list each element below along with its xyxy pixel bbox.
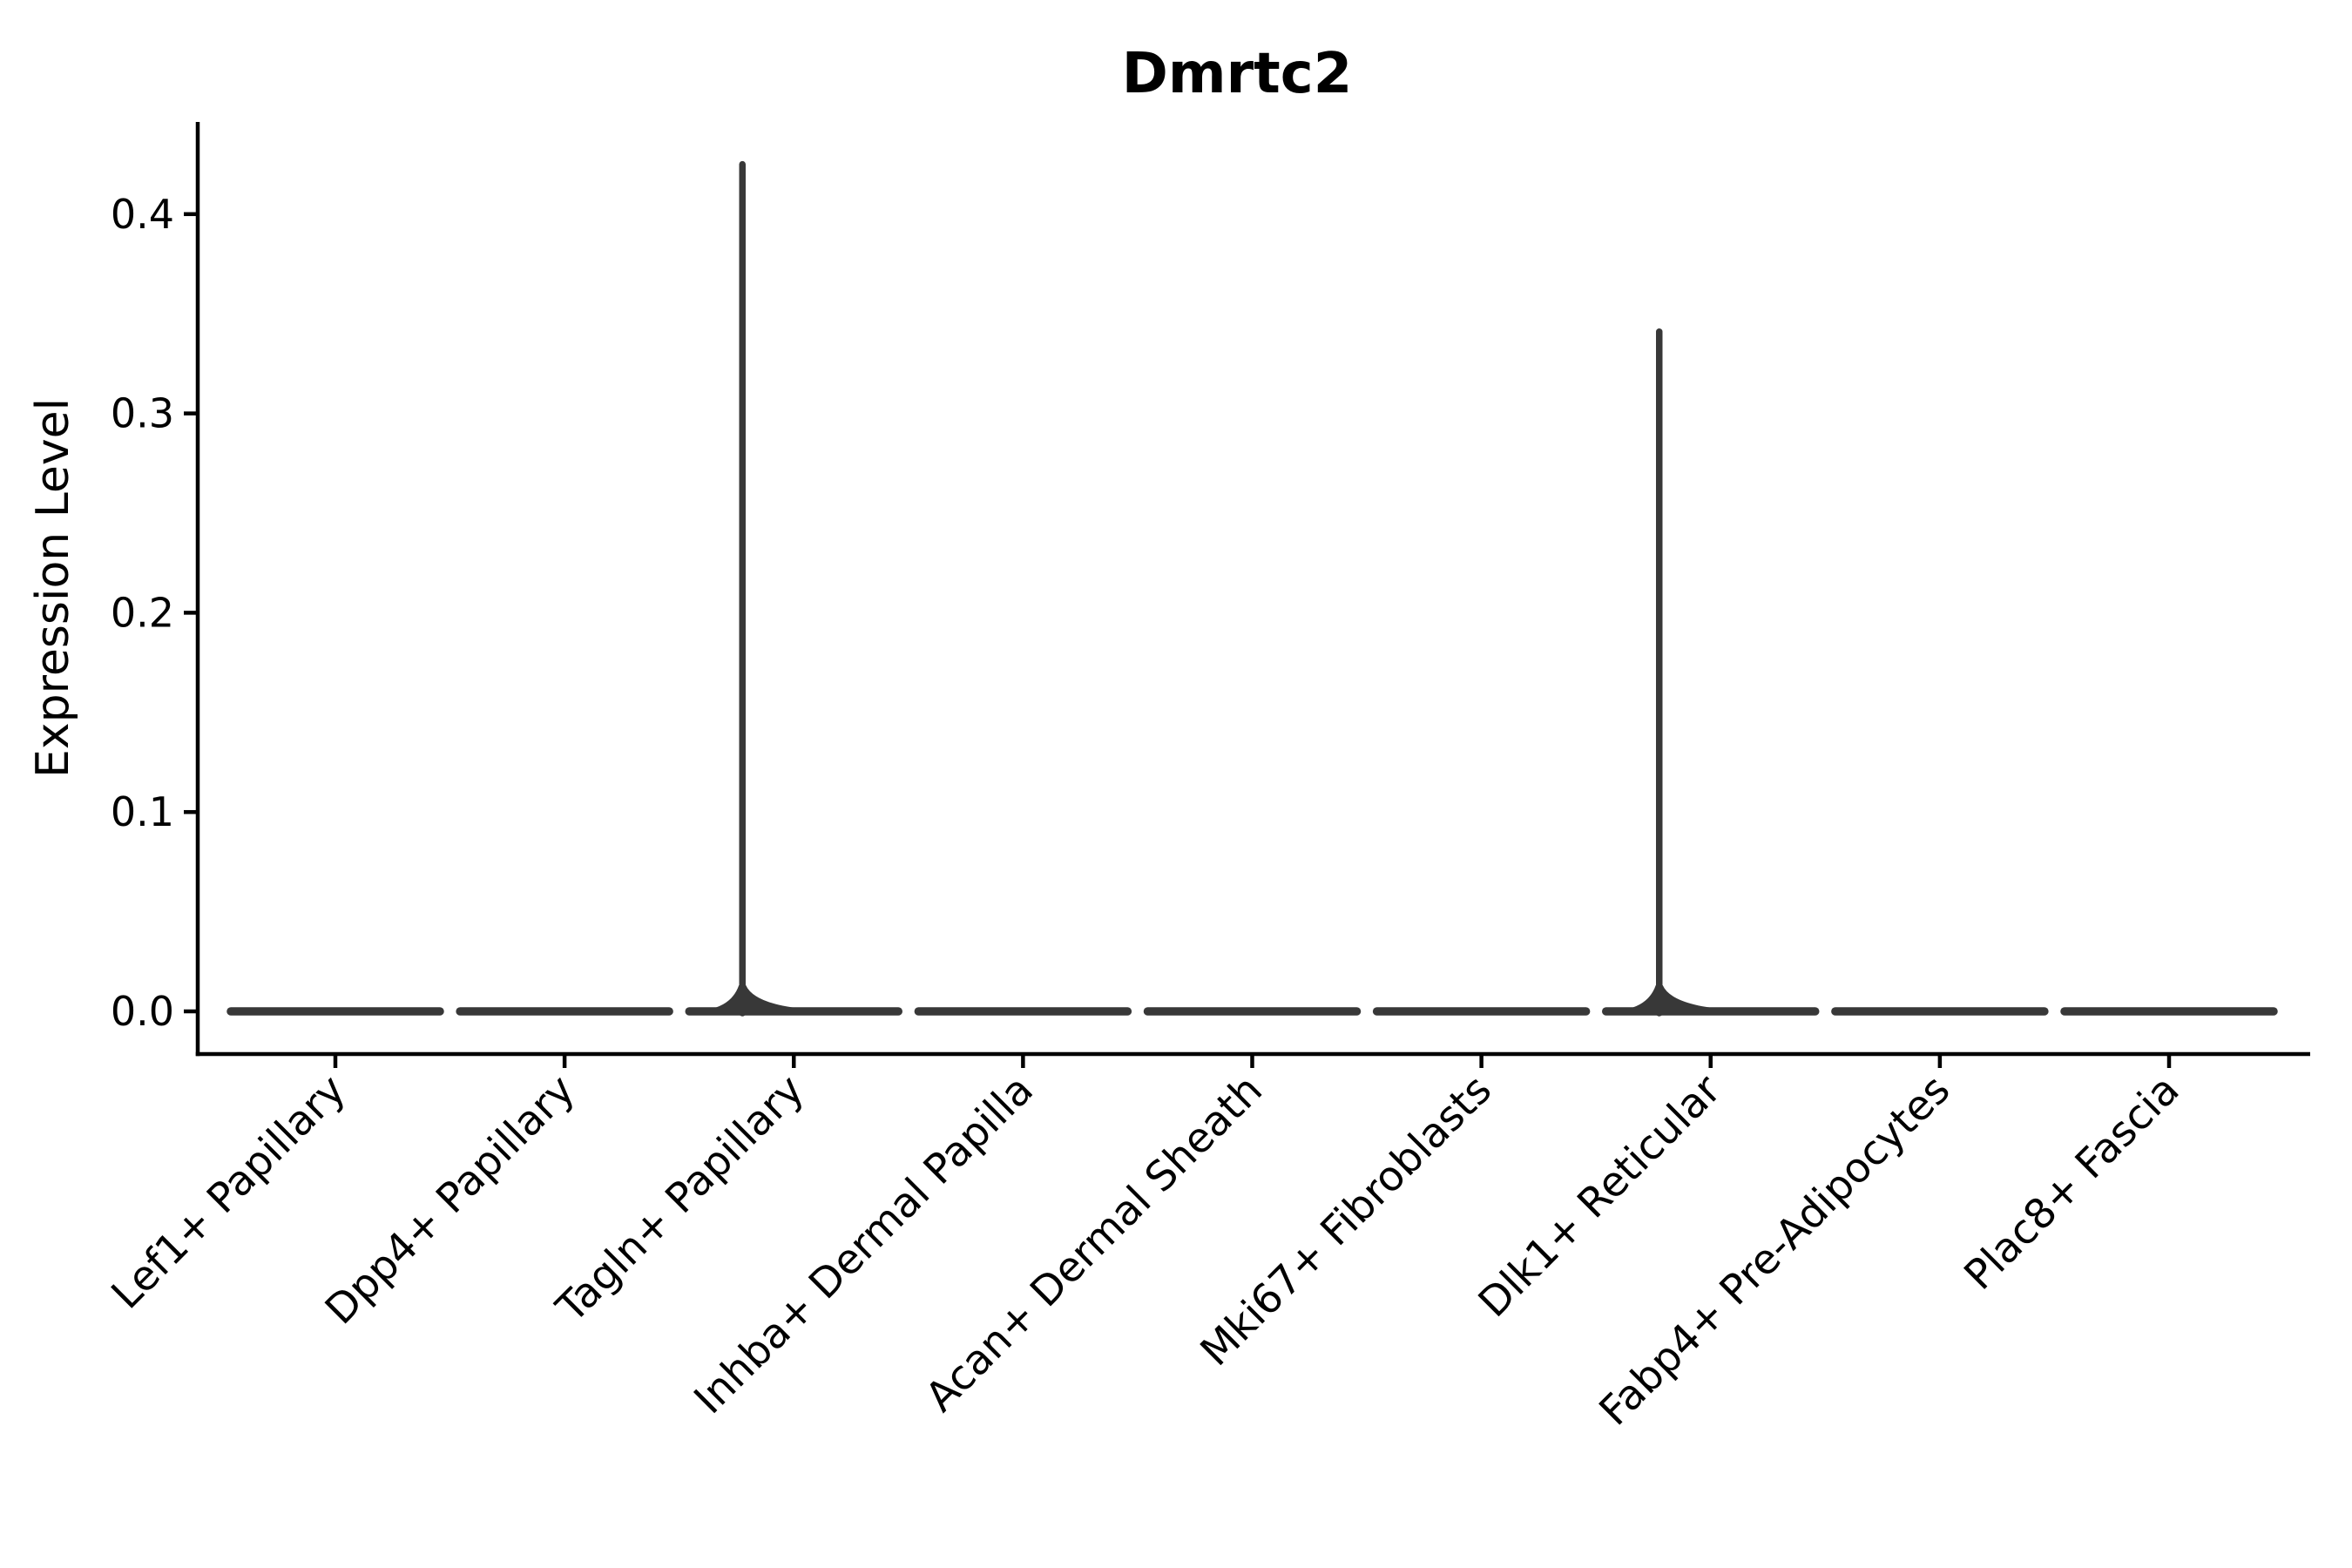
x-tick-label: Lef1+ Papillary xyxy=(103,1066,355,1319)
y-tick-label: 0.4 xyxy=(111,191,174,238)
y-axis-label: Expression Level xyxy=(27,398,79,778)
y-tick-label: 0.3 xyxy=(111,390,174,437)
x-tick-label: Dpp4+ Papillary xyxy=(316,1066,585,1335)
violin-spike-flare xyxy=(1624,985,1729,1010)
violin-spike-flare xyxy=(707,985,813,1010)
violin-layer xyxy=(226,160,2278,1017)
y-tick-label: 0.2 xyxy=(111,589,174,636)
x-tick-label: Plac8+ Fascia xyxy=(1956,1066,2189,1300)
x-tick-label: Dlk1+ Reticular xyxy=(1470,1065,1731,1327)
x-tick-label: Tagln+ Papillary xyxy=(547,1066,814,1333)
plot-title: Dmrtc2 xyxy=(1122,42,1352,106)
y-tick-label: 0.1 xyxy=(111,788,174,835)
y-tick-label: 0.0 xyxy=(111,988,174,1035)
